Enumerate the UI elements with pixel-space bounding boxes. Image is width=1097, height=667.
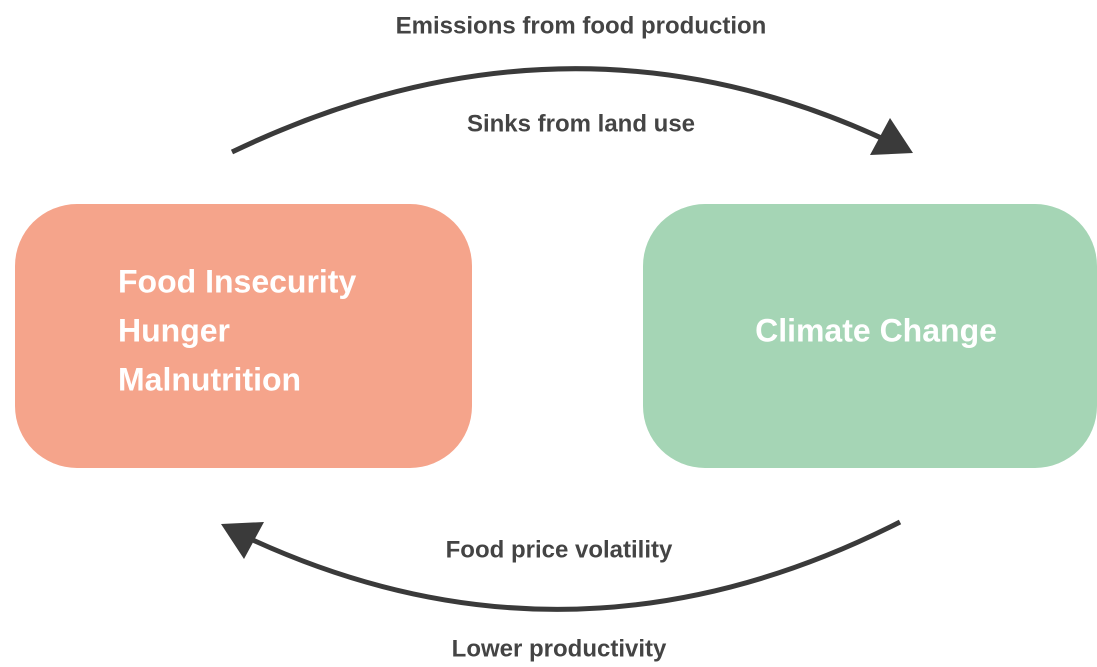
edge-label: Food price volatility: [446, 536, 673, 563]
arrowhead-top: [870, 118, 913, 155]
arrow-bottom: [240, 519, 902, 612]
edge-label: Sinks from land use: [467, 110, 695, 137]
node-box: [643, 204, 1097, 468]
edge-label: Lower productivity: [452, 635, 667, 662]
node-label: Malnutrition: [118, 361, 301, 397]
edge-label: Emissions from food production: [396, 12, 767, 39]
node-box: [15, 204, 472, 468]
node-label: Climate Change: [755, 312, 997, 348]
arrowhead-bottom: [221, 522, 264, 559]
node-label: Hunger: [118, 312, 230, 348]
node-label: Food Insecurity: [118, 263, 356, 299]
arrow-top: [230, 66, 894, 155]
